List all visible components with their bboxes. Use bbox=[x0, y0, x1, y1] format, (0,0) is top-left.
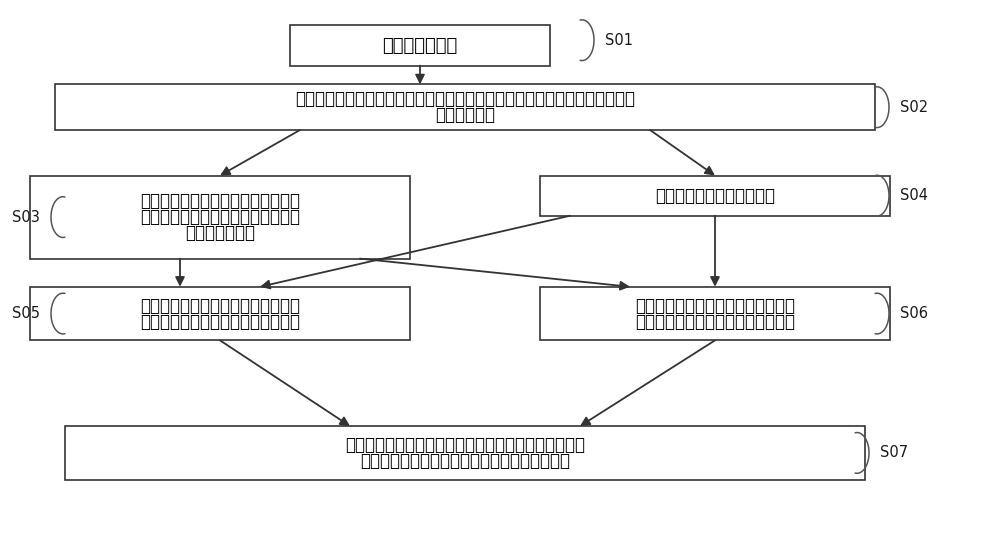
Text: 对所述词嵌入向量进行编码: 对所述词嵌入向量进行编码 bbox=[655, 187, 775, 205]
FancyBboxPatch shape bbox=[540, 287, 890, 340]
FancyBboxPatch shape bbox=[65, 426, 865, 480]
FancyBboxPatch shape bbox=[540, 176, 890, 216]
FancyBboxPatch shape bbox=[290, 25, 550, 65]
Text: 获取训练集视频: 获取训练集视频 bbox=[382, 36, 458, 55]
Text: 嵌入向量训练得到静态文本嵌入模型: 嵌入向量训练得到静态文本嵌入模型 bbox=[140, 312, 300, 331]
Text: 将所述各帧特征向量划分为静态特征: 将所述各帧特征向量划分为静态特征 bbox=[140, 192, 300, 210]
Text: 态特征进行编码: 态特征进行编码 bbox=[185, 224, 255, 242]
Text: S04: S04 bbox=[900, 188, 928, 203]
Text: S01: S01 bbox=[605, 33, 633, 48]
FancyBboxPatch shape bbox=[30, 176, 410, 259]
Text: 及动态特征，并对所述静态特征和动: 及动态特征，并对所述静态特征和动 bbox=[140, 208, 300, 226]
Text: S03: S03 bbox=[12, 210, 40, 225]
Text: 嵌入向量训练得到动态文本嵌入模型: 嵌入向量训练得到动态文本嵌入模型 bbox=[635, 312, 795, 331]
FancyBboxPatch shape bbox=[55, 84, 875, 130]
Text: S02: S02 bbox=[900, 100, 928, 115]
Text: S07: S07 bbox=[880, 445, 908, 460]
Text: 通过待训练的特征模型对所述训练集视频进行特征提取，得到各帧特征向量以: 通过待训练的特征模型对所述训练集视频进行特征提取，得到各帧特征向量以 bbox=[295, 90, 635, 108]
Text: S06: S06 bbox=[900, 306, 928, 321]
Text: 及词嵌入向量: 及词嵌入向量 bbox=[435, 106, 495, 124]
Text: 取文本到视频检索结果或视频到文本检索的结果: 取文本到视频检索结果或视频到文本检索的结果 bbox=[360, 452, 570, 470]
FancyBboxPatch shape bbox=[30, 287, 410, 340]
Text: 通过编码后的动态特征和编码后的词: 通过编码后的动态特征和编码后的词 bbox=[635, 296, 795, 315]
Text: 根据所述静态文本嵌入模型和所述动态文本嵌入模型获: 根据所述静态文本嵌入模型和所述动态文本嵌入模型获 bbox=[345, 436, 585, 454]
Text: S05: S05 bbox=[12, 306, 40, 321]
Text: 通过编码后的静态特征和编码后的词: 通过编码后的静态特征和编码后的词 bbox=[140, 296, 300, 315]
